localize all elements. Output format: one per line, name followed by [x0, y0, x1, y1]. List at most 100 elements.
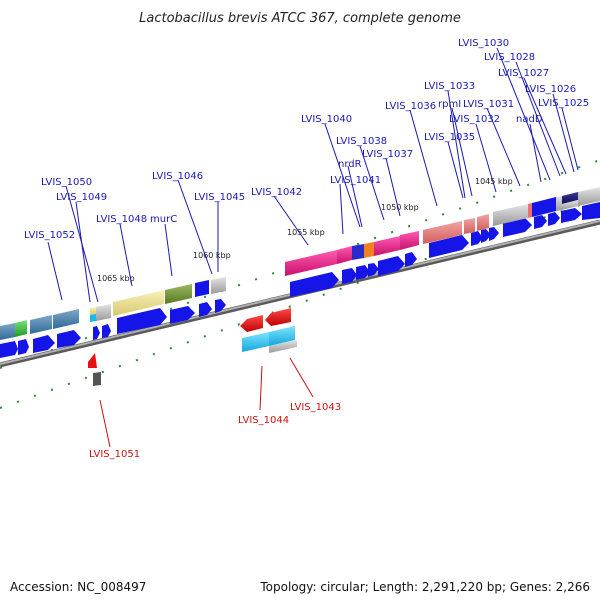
- gene-label: LVIS_1043: [290, 402, 341, 413]
- cds-arrow: [199, 302, 212, 317]
- gene-label: LVIS_1045: [194, 192, 245, 203]
- gene-label: LVIS_1035: [424, 132, 475, 143]
- cds-arrow-reverse: [88, 353, 97, 368]
- cds-arrow: [378, 256, 405, 276]
- feature-block: [90, 307, 96, 315]
- cds-arrow: [170, 306, 195, 324]
- feature-block: [364, 242, 374, 258]
- cds-arrow: [342, 268, 357, 284]
- feature-block: [269, 326, 295, 346]
- gene-label: LVIS_1042: [251, 187, 302, 198]
- feature-block: [90, 314, 96, 322]
- forward-gene-labels: LVIS_1030 LVIS_1028 LVIS_1027 LVIS_1033 …: [24, 38, 589, 241]
- gene-label: LVIS_1049: [56, 192, 107, 203]
- feature-block: [0, 323, 15, 340]
- kbp-tick-label: 1050 kbp: [381, 203, 419, 212]
- cds-arrow: [503, 218, 532, 237]
- cds-arrow: [117, 308, 167, 334]
- cds-arrow: [534, 215, 547, 229]
- cds-arrow: [471, 231, 483, 246]
- reverse-feature-blocks: [88, 308, 297, 386]
- feature-block: [96, 304, 111, 321]
- feature-block: [400, 231, 419, 250]
- gene-label: LVIS_1033: [424, 81, 475, 92]
- kbp-tick-label: 1065 kbp: [97, 274, 135, 283]
- feature-block: [30, 315, 52, 334]
- gene-label: LVIS_1048: [96, 214, 147, 225]
- gene-label: LVIS_1031: [463, 99, 514, 110]
- topology-text: Topology: circular; Length: 2,291,220 bp…: [260, 580, 590, 594]
- forward-cds-arrows: [0, 202, 600, 358]
- feature-block: [242, 332, 269, 352]
- feature-block: [532, 197, 556, 217]
- label-leader-lines: [47, 47, 579, 303]
- cds-arrow: [215, 299, 226, 313]
- gene-label: LVIS_1028: [484, 52, 535, 63]
- cds-arrow: [290, 272, 339, 297]
- gene-label: LVIS_1044: [238, 415, 289, 426]
- map-title: Lactobacillus brevis ATCC 367, complete …: [139, 11, 461, 26]
- feature-block: [464, 218, 475, 234]
- cds-arrow: [582, 202, 600, 220]
- feature-block: [269, 340, 297, 353]
- gene-label: LVIS_1032: [449, 114, 500, 125]
- gene-label: LVIS_1046: [152, 171, 203, 182]
- feature-block: [352, 244, 364, 260]
- cds-arrow: [356, 265, 370, 280]
- feature-block: [285, 250, 337, 276]
- reverse-leader-lines: [99, 357, 314, 448]
- feature-block: [15, 320, 27, 337]
- gene-label: nrdR: [338, 159, 362, 170]
- gene-label: LVIS_1037: [362, 149, 413, 160]
- forward-feature-blocks: [0, 187, 600, 340]
- gene-label: LVIS_1038: [336, 136, 387, 147]
- cds-arrow: [18, 339, 29, 355]
- kbp-tick-label: 1055 kbp: [287, 228, 325, 237]
- feature-block: [374, 236, 400, 256]
- accession-text: Accession: NC_008497: [10, 580, 147, 594]
- gene-label: LVIS_1026: [525, 84, 576, 95]
- feature-block: [562, 200, 578, 210]
- gene-label: LVIS_1027: [498, 68, 549, 79]
- feature-block: [53, 309, 79, 329]
- feature-block: [477, 214, 489, 231]
- feature-block: [211, 277, 226, 294]
- gene-label: LVIS_1036: [385, 101, 436, 112]
- kbp-tick-label: 1060 kbp: [193, 251, 231, 260]
- cds-arrow: [429, 235, 469, 258]
- gene-label: rpmI: [438, 99, 461, 110]
- feature-block: [165, 284, 192, 304]
- cds-arrow-reverse: [265, 308, 291, 326]
- feature-block: [528, 203, 532, 218]
- feature-block: [113, 290, 164, 316]
- feature-block: [423, 221, 462, 244]
- reverse-gene-labels: LVIS_1043 LVIS_1044 LVIS_1051: [89, 402, 341, 460]
- cds-arrow: [405, 252, 417, 267]
- feature-block: [195, 280, 209, 297]
- feature-block: [578, 187, 600, 206]
- gene-label: LVIS_1050: [41, 177, 92, 188]
- cds-arrow: [368, 263, 379, 277]
- cds-arrow: [57, 330, 81, 348]
- gene-label: LVIS_1041: [330, 175, 381, 186]
- cds-arrow: [561, 208, 582, 223]
- cds-arrow: [33, 335, 55, 353]
- feature-block: [556, 196, 562, 211]
- cds-arrow: [489, 227, 499, 241]
- cds-arrow-reverse: [240, 315, 263, 332]
- cds-arrow: [93, 326, 100, 340]
- gene-label: LVIS_1030: [458, 38, 509, 49]
- gene-label: LVIS_1052: [24, 230, 75, 241]
- gene-label: murC: [150, 214, 177, 225]
- gene-label: LVIS_1051: [89, 449, 140, 460]
- feature-block: [93, 372, 101, 386]
- feature-block: [337, 246, 352, 264]
- gene-label: LVIS_1025: [538, 98, 589, 109]
- cds-arrow: [481, 229, 491, 243]
- gene-label: nadD: [516, 114, 543, 125]
- cds-arrow: [0, 341, 18, 358]
- gene-label: LVIS_1040: [301, 114, 352, 125]
- feature-block: [493, 204, 528, 226]
